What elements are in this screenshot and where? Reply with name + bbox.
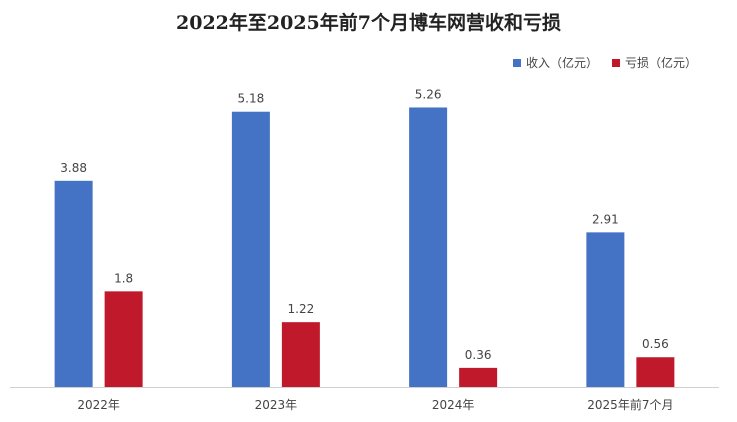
bar-loss-3 [636, 357, 675, 387]
x-tick-label-3: 2025年前7个月 [587, 397, 673, 412]
bar-revenue-1 [231, 111, 270, 387]
data-label-loss-3: 0.56 [642, 337, 669, 351]
data-label-revenue-1: 5.18 [238, 92, 265, 106]
data-label-loss-2: 0.36 [465, 348, 492, 362]
bar-revenue-2 [409, 107, 448, 388]
legend-swatch-revenue [512, 58, 521, 67]
data-label-revenue-2: 5.26 [415, 87, 442, 101]
data-label-revenue-0: 3.88 [60, 161, 87, 175]
data-label-revenue-3: 2.91 [592, 212, 619, 226]
data-label-loss-1: 1.22 [288, 302, 315, 316]
legend-item-revenue: 收入（亿元） [512, 54, 598, 71]
legend-swatch-loss [611, 58, 620, 67]
legend-label-revenue: 收入（亿元） [525, 56, 598, 70]
chart-legend: 收入（亿元） 亏损（亿元） [512, 54, 697, 71]
data-label-loss-0: 1.8 [114, 271, 133, 285]
x-tick-label-1: 2023年 [255, 398, 298, 412]
bar-loss-2 [459, 367, 498, 387]
chart-title: 2022年至2025年前7个月博车网营收和亏损 [176, 12, 561, 34]
bar-loss-1 [281, 322, 320, 387]
bar-revenue-3 [586, 232, 625, 387]
x-tick-label-0: 2022年 [77, 398, 120, 412]
bar-loss-0 [104, 291, 143, 387]
x-tick-label-2: 2024年 [432, 398, 475, 412]
bar-revenue-0 [54, 180, 93, 387]
legend-item-loss: 亏损（亿元） [611, 54, 697, 71]
legend-label-loss: 亏损（亿元） [624, 56, 697, 70]
